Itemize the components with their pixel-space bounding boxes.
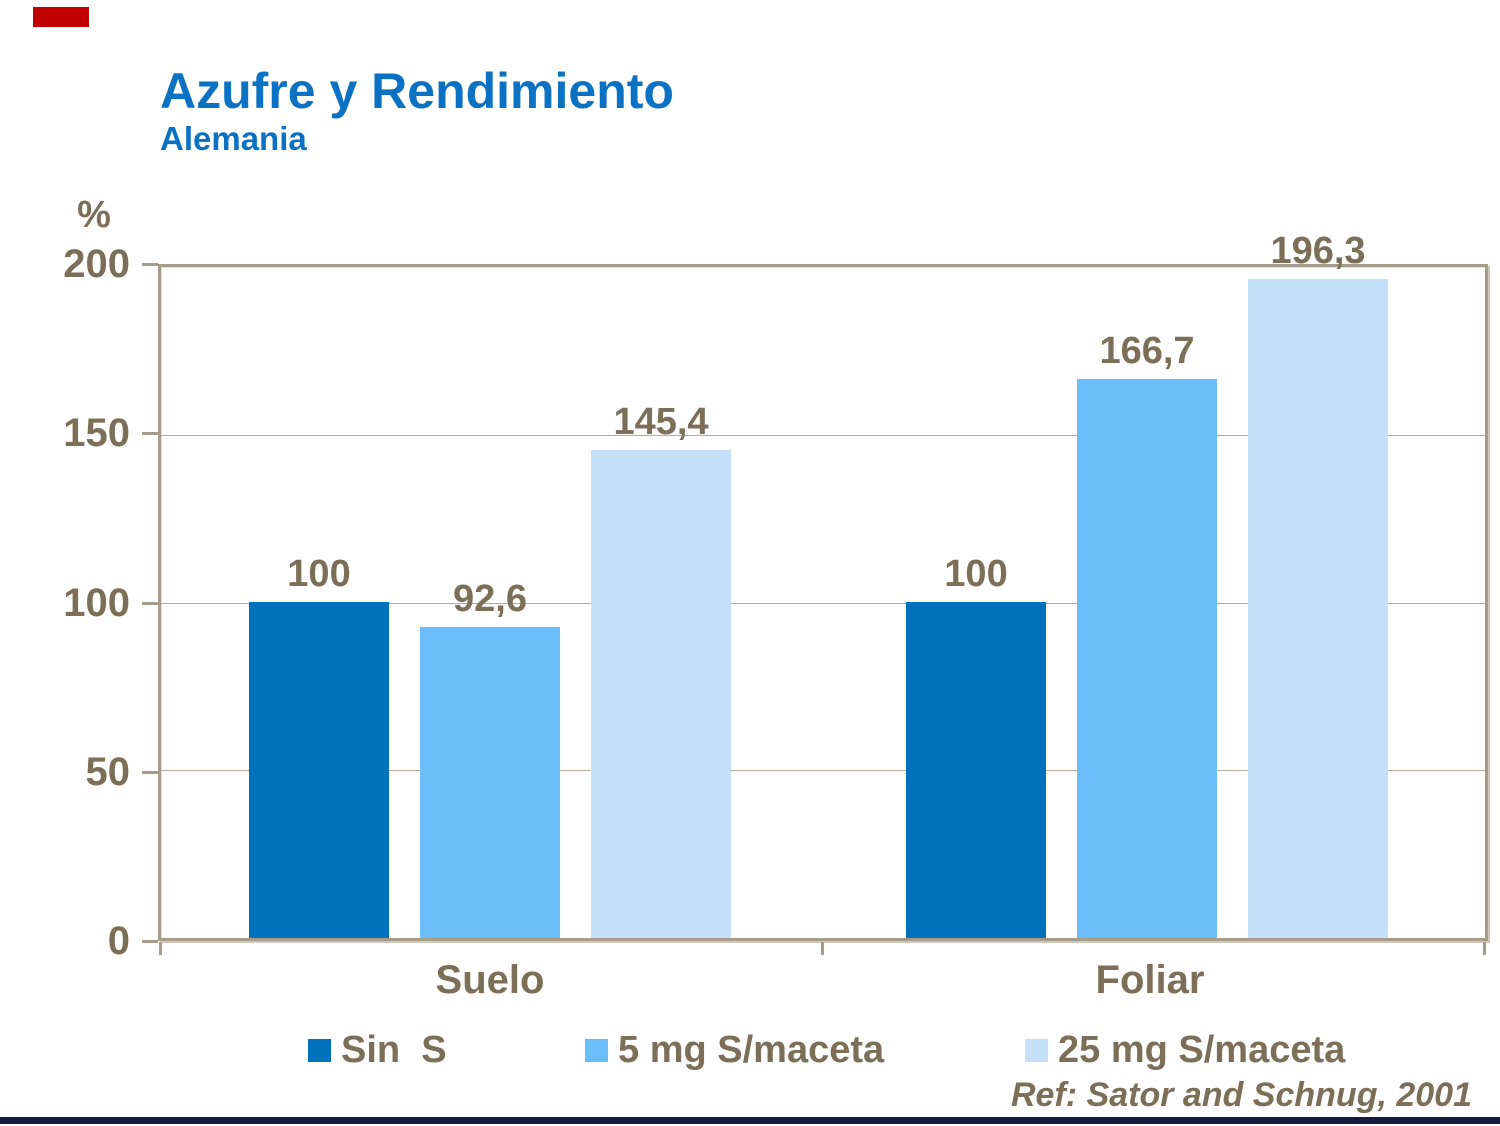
y-tick-label: 150: [63, 411, 130, 456]
y-tick-label: 50: [85, 749, 131, 794]
legend-swatch: [308, 1038, 331, 1062]
gridline: [161, 434, 1485, 436]
reference-text: Ref: Sator and Schnug, 2001: [1011, 1076, 1472, 1114]
legend-swatch: [1025, 1038, 1048, 1062]
bar-suelo-25-mg-s-maceta: [591, 450, 731, 938]
bar-value-label: 145,4: [613, 401, 709, 443]
chart-plot-area: 100 92,6 145,4 100 166,7 196,3: [158, 230, 1488, 941]
legend-swatch: [585, 1038, 608, 1062]
bar-value-label: 100: [287, 553, 351, 595]
y-tick-label: 0: [107, 919, 130, 963]
category-label-suelo: Suelo: [435, 958, 545, 1002]
x-tick-mark: [159, 942, 162, 955]
y-tick-mark: [142, 432, 158, 436]
x-tick-mark: [1483, 942, 1486, 955]
bar-value-label: 100: [944, 553, 1008, 595]
bar-suelo-5-mg-s-maceta: [420, 627, 560, 938]
bar-value-label: 196,3: [1270, 230, 1366, 272]
legend-item-sin-s: Sin S: [308, 1030, 447, 1070]
footer-rule: [0, 1117, 1500, 1124]
gridline: [161, 602, 1485, 604]
y-tick-label: 100: [63, 580, 130, 625]
y-tick-mark: [142, 770, 158, 774]
slide-title: Azufre y Rendimiento: [160, 63, 674, 119]
x-tick-mark: [821, 942, 824, 955]
legend-item-25-mg-s-maceta: 25 mg S/maceta: [1025, 1030, 1345, 1070]
y-axis-unit-label: %: [77, 194, 111, 236]
legend-label: 5 mg S/maceta: [618, 1029, 885, 1071]
y-tick-mark: [142, 263, 158, 266]
bar-value-label: 92,6: [453, 578, 527, 620]
y-tick-mark: [142, 601, 158, 605]
slide-subtitle: Alemania: [160, 120, 307, 157]
gridline: [161, 770, 1485, 772]
bar-foliar-5-mg-s-maceta: [1077, 379, 1217, 938]
bar-foliar-25-mg-s-maceta: [1248, 279, 1388, 938]
bar-value-label: 166,7: [1099, 330, 1195, 372]
legend-label: 25 mg S/maceta: [1058, 1029, 1346, 1071]
y-tick-mark: [142, 940, 158, 943]
bar-foliar-sin-s: [906, 602, 1046, 938]
legend-item-5-mg-s-maceta: 5 mg S/maceta: [585, 1030, 884, 1070]
legend-label: Sin S: [341, 1029, 447, 1071]
category-label-foliar: Foliar: [1095, 958, 1205, 1002]
y-tick-label: 200: [63, 242, 130, 286]
red-accent-decoration: [33, 7, 89, 27]
bar-suelo-sin-s: [249, 602, 389, 938]
